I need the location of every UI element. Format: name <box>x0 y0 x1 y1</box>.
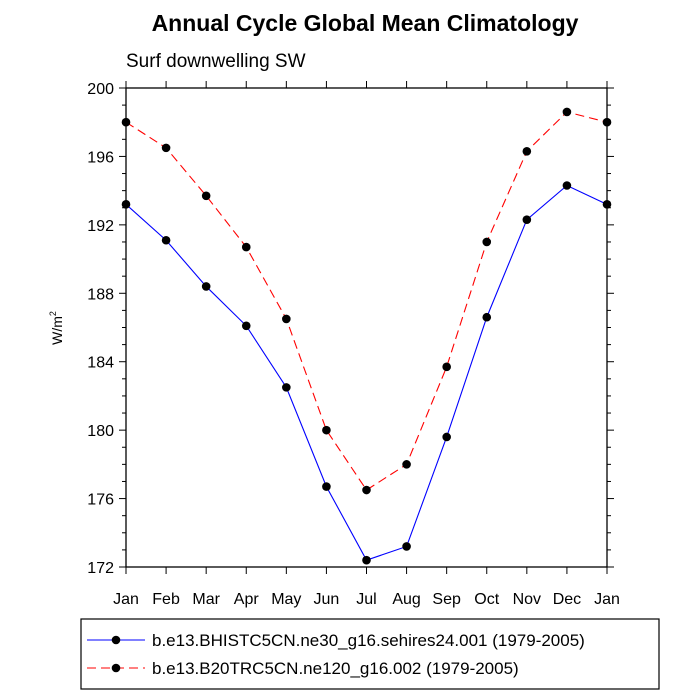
series-1-point <box>482 312 492 322</box>
series-1-point <box>121 200 131 209</box>
legend: b.e13.BHISTC5CN.ne30_g16.sehires24.001 (… <box>87 631 585 678</box>
x-tick-label: Aug <box>392 591 420 608</box>
legend-marker-1 <box>111 635 121 645</box>
svg-text:W/m2: W/m2 <box>48 311 65 345</box>
legend-label-1: b.e13.BHISTC5CN.ne30_g16.sehires24.001 (… <box>152 631 585 650</box>
y-tick-label: 200 <box>87 81 114 98</box>
series-1-point <box>562 181 572 190</box>
x-tick-label: Jun <box>314 591 340 608</box>
series-line-1 <box>125 184 608 561</box>
y-tick-label: 180 <box>87 423 114 440</box>
y-axis-label-superscript: 2 <box>48 311 58 316</box>
legend-marker-2 <box>111 663 121 673</box>
chart-title: Annual Cycle Global Mean Climatology <box>152 10 579 36</box>
y-tick-label: 192 <box>87 218 114 235</box>
y-tick-label: 188 <box>87 286 114 303</box>
legend-box <box>80 618 660 690</box>
y-tick-label: 184 <box>87 355 114 372</box>
x-tick-label: Nov <box>513 591 541 608</box>
x-tick-label: Jan <box>113 591 139 608</box>
series-1-point <box>241 321 251 331</box>
y-axis-label: W/m2 <box>48 311 65 345</box>
series-2-point <box>241 242 251 252</box>
series-1-point <box>402 542 411 551</box>
x-tick-label: Apr <box>234 591 260 608</box>
x-tick-label: Feb <box>152 591 180 608</box>
series-2-point <box>121 117 131 127</box>
series-1-point <box>362 555 371 565</box>
x-tick-label: Sep <box>432 591 461 608</box>
series-2-point <box>201 191 211 201</box>
series-2-point <box>562 107 572 117</box>
series-2-point <box>362 485 371 495</box>
series-1-point <box>322 482 331 491</box>
y-tick-label: 196 <box>87 149 114 166</box>
series-layer <box>121 107 612 565</box>
series-2-point <box>602 117 612 127</box>
series-2-point <box>322 425 331 435</box>
x-tick-label: Dec <box>553 591 581 608</box>
series-2-point <box>282 314 291 324</box>
series-1-point <box>522 215 532 225</box>
series-1-point <box>282 383 291 392</box>
x-tick-label: Oct <box>474 591 499 608</box>
y-tick-label: 176 <box>87 492 114 509</box>
series-2-point <box>402 460 411 469</box>
chart-subtitle: Surf downwelling SW <box>126 51 306 72</box>
x-tick-label: May <box>271 591 301 608</box>
series-1-point <box>442 432 451 442</box>
series-1-point <box>201 282 211 291</box>
series-line-2 <box>125 111 608 491</box>
series-2-point <box>482 237 492 247</box>
x-tick-label: Jul <box>356 591 376 608</box>
x-tick-label: Jan <box>594 591 620 608</box>
series-2-point <box>522 146 532 156</box>
plot-frame <box>125 87 608 568</box>
legend-label-2: b.e13.B20TRC5CN.ne120_g16.002 (1979-2005… <box>152 659 519 678</box>
series-1-point <box>161 235 171 245</box>
x-tick-label: Mar <box>192 591 220 608</box>
y-tick-label: 172 <box>87 560 114 577</box>
y-axis-label-text: W/m <box>49 316 65 345</box>
axis-ticks: 172 176 180 184 188 192 196 200 Jan Feb Mar Apr May J… <box>87 81 620 608</box>
series-2-point <box>442 362 451 372</box>
series-2-point <box>161 143 171 153</box>
series-1-point <box>602 200 612 209</box>
